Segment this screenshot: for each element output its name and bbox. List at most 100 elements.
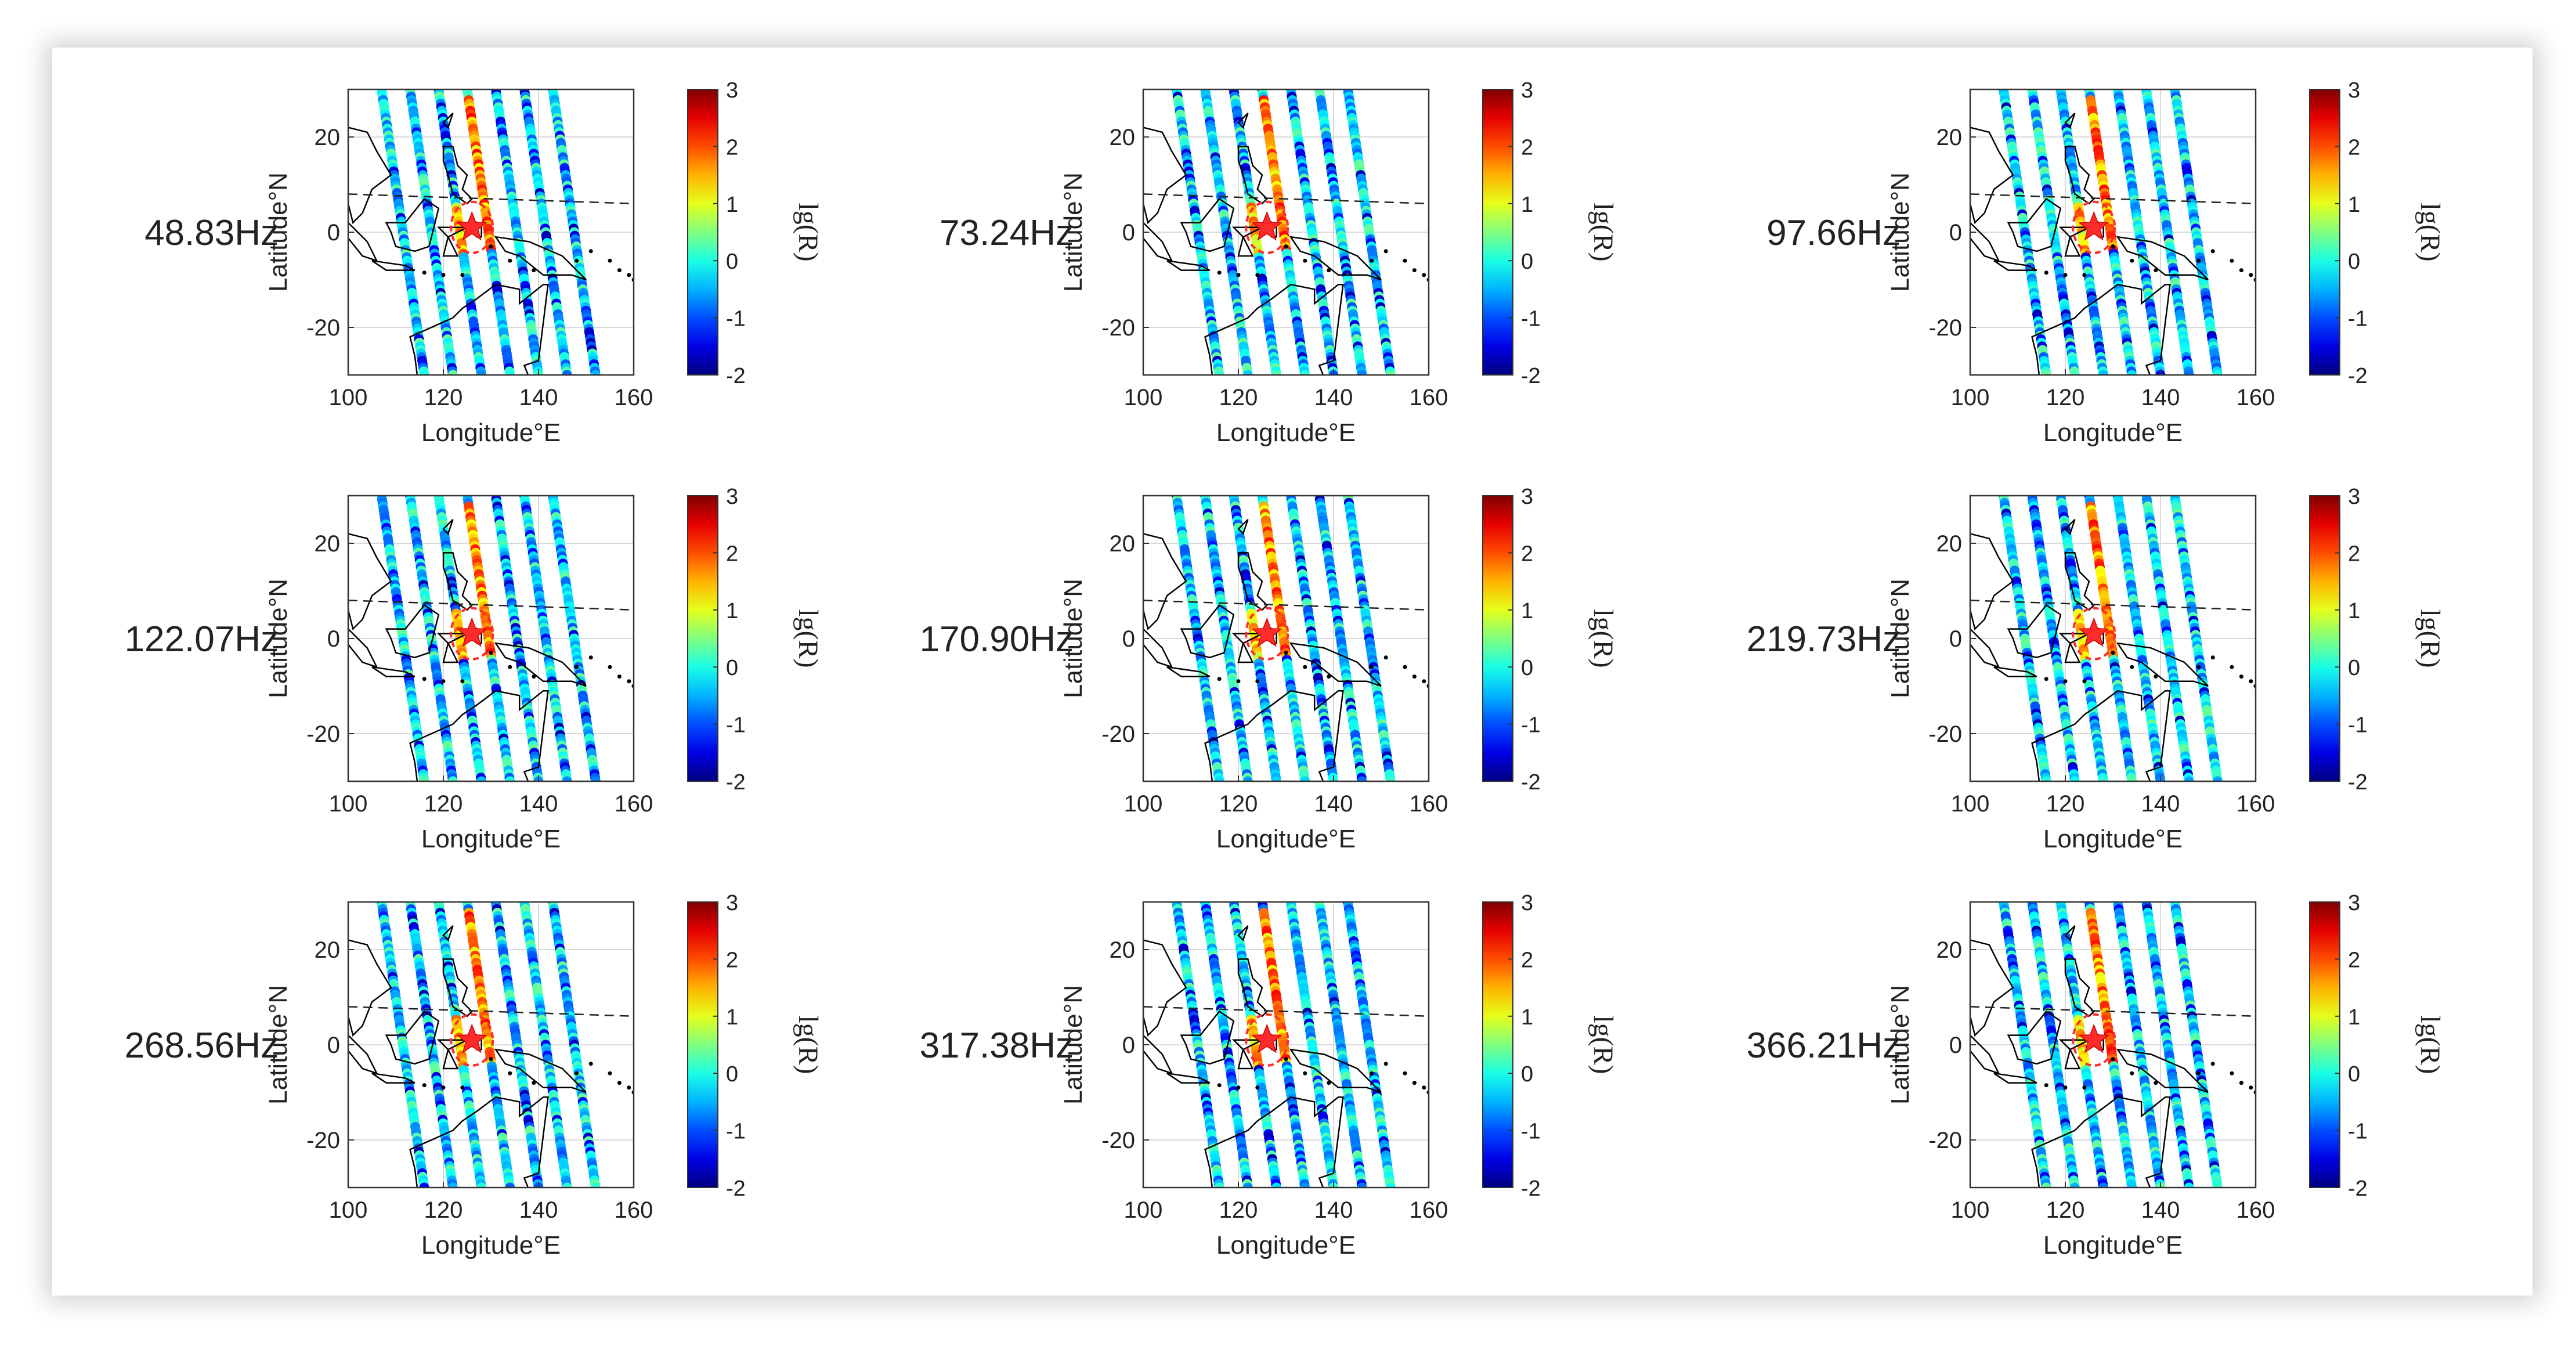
island-dot [2044, 677, 2048, 681]
colorbar [687, 89, 718, 376]
orbit-track [1343, 89, 1396, 375]
island-dot [460, 1085, 465, 1090]
island-dot [1284, 244, 1288, 249]
epicenter-circle [450, 607, 494, 661]
island-dot [1255, 273, 1260, 277]
coastline [348, 533, 392, 631]
epicenter-star [2078, 211, 2109, 241]
island-dot [508, 665, 512, 669]
epicenter-circle [450, 1013, 494, 1067]
track-point [1300, 370, 1310, 375]
y-tick-label: 20 [1936, 125, 1963, 150]
y-tick-label: -20 [1101, 315, 1135, 341]
orbit-track [1200, 89, 1253, 375]
y-axis-label: Latitude°N [1059, 172, 1088, 292]
plot-content [348, 89, 634, 375]
frequency-label: 317.38Hz [920, 1026, 1074, 1066]
x-tick-label: 140 [519, 1197, 558, 1223]
y-tick-label: 20 [315, 937, 341, 963]
coastline [409, 1096, 549, 1188]
figure-panel-grid: 48.83Hz 100 120 140 160 -20 0 20 Longitude°E Lati… [52, 48, 2532, 1296]
epicenter-circle [1245, 200, 1289, 254]
track-point [505, 776, 515, 781]
orbit-track [2141, 496, 2194, 781]
x-axis-label: Longitude°E [1216, 825, 1356, 853]
plot-content [1143, 496, 1429, 781]
colorbar-tick-label: 2 [1521, 135, 1533, 160]
colorbar-tick-label: 1 [2348, 193, 2360, 217]
coastline [1289, 642, 1382, 687]
epicenter-circle [2072, 200, 2116, 254]
island-dot [1403, 258, 1407, 263]
orbit-track [405, 89, 458, 375]
island-dot [422, 270, 427, 275]
coastline [409, 283, 549, 375]
orbit-track [433, 496, 487, 781]
y-tick-label: -20 [1928, 315, 1962, 341]
orbit-track [2170, 89, 2223, 375]
x-axis-label: Longitude°E [421, 1231, 561, 1260]
track-point [2212, 370, 2223, 375]
island-dot [2154, 268, 2158, 273]
island-dot [460, 679, 465, 684]
x-tick-label: 120 [424, 385, 463, 410]
frequency-label: 170.90Hz [920, 619, 1074, 659]
island-dot [608, 665, 612, 669]
island-dot [2154, 674, 2158, 679]
orbit-track [2141, 89, 2194, 375]
orbit-track [519, 902, 572, 1188]
coastline [371, 1072, 416, 1084]
colorbar-tick-label: 1 [726, 193, 738, 217]
y-tick-label: 0 [1122, 220, 1135, 246]
island-dot [1370, 665, 1374, 669]
x-tick-label: 100 [1124, 385, 1163, 410]
frequency-label: 122.07Hz [125, 619, 279, 659]
track-point [2069, 776, 2080, 781]
colorbar-tick-label: 0 [726, 656, 738, 680]
island-dot [617, 1081, 622, 1085]
island-dot [2082, 679, 2087, 684]
x-tick-label: 160 [615, 791, 653, 817]
dashed-line [348, 1006, 634, 1017]
island-dot [532, 268, 536, 273]
colorbar-tick-label: 2 [2348, 542, 2360, 566]
coastline [494, 1048, 587, 1094]
colorbar-tick-label: 0 [726, 250, 738, 274]
island-dot [422, 1083, 427, 1088]
track-point [562, 370, 572, 375]
colorbar-label: lg(R) [793, 203, 823, 261]
island-dot [2249, 273, 2253, 277]
orbit-track [519, 89, 572, 375]
coastline [371, 666, 416, 677]
colorbar-tick-label: 2 [2348, 135, 2360, 160]
epicenter-star [456, 211, 487, 241]
track-point [1385, 776, 1396, 781]
colorbar-label: lg(R) [1588, 203, 1618, 261]
epicenter-star [456, 617, 487, 647]
coastline [1289, 236, 1382, 281]
track-point [1271, 776, 1282, 781]
island-dot [588, 249, 593, 254]
island-dot [2230, 665, 2234, 669]
island-dot [588, 655, 593, 660]
island-dot [575, 665, 579, 669]
y-axis-label: Latitude°N [1059, 579, 1088, 698]
island-dot [1284, 651, 1288, 655]
coastline [371, 259, 416, 271]
dashed-line [348, 193, 634, 205]
coastline [1237, 519, 1249, 535]
island-dot [508, 1071, 512, 1076]
x-axis-label: Longitude°E [2043, 825, 2183, 853]
orbit-track [1285, 496, 1339, 781]
orbit-track [1285, 89, 1339, 375]
x-tick-label: 140 [1314, 791, 1353, 817]
track-point [419, 1182, 429, 1188]
y-axis-label: Latitude°N [264, 579, 292, 698]
epicenter-circle [2072, 607, 2116, 661]
plot-content [1143, 902, 1429, 1188]
orbit-track [376, 89, 429, 375]
colorbar [687, 901, 718, 1188]
colorbar-tick-label: -1 [2348, 713, 2368, 738]
track-point [2127, 370, 2137, 375]
